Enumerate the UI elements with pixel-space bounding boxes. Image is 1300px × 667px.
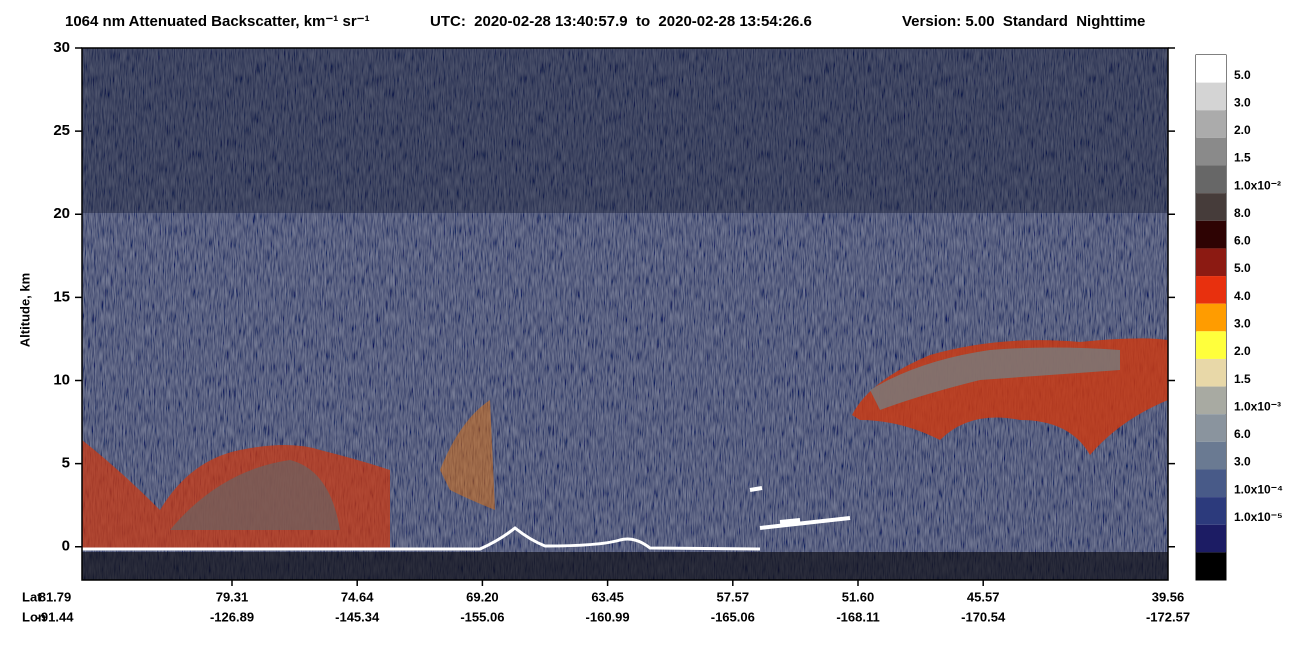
- x-tick-label: 39.56: [1152, 589, 1185, 604]
- colorbar-label: 2.0: [1234, 344, 1251, 358]
- colorbar-swatch: [1196, 497, 1226, 525]
- x-tick-label: 74.64: [341, 589, 374, 604]
- x-tick-label: -155.06: [460, 609, 504, 624]
- colorbar-swatch: [1196, 55, 1226, 83]
- x-tick-label: -168.11: [836, 609, 879, 624]
- colorbar-label: 1.0x10⁻⁵: [1234, 510, 1283, 524]
- colorbar-label: 1.0x10⁻²: [1234, 178, 1281, 192]
- version: Version: 5.00 Standard Nighttime: [902, 13, 1145, 30]
- x-row-name: Lon: [22, 609, 46, 624]
- y-tick-label: 25: [53, 122, 70, 139]
- colorbar-label: 3.0: [1234, 316, 1251, 330]
- x-tick-label: -172.57: [1146, 609, 1190, 624]
- colorbar-swatch: [1196, 137, 1226, 166]
- colorbar-swatch: [1196, 331, 1226, 359]
- colorbar-label: 1.5: [1234, 372, 1251, 386]
- colorbar-swatch: [1196, 552, 1226, 580]
- time-range: UTC: 2020-02-28 13:40:57.9 to 2020-02-28…: [430, 13, 812, 30]
- colorbar-label: 3.0: [1234, 455, 1251, 469]
- colorbar-label: 1.5: [1234, 151, 1251, 165]
- colorbar-label: 3.0: [1234, 95, 1251, 109]
- plot-frame: [81, 47, 1169, 581]
- surface-line: [82, 526, 761, 551]
- colorbar-swatch: [1196, 441, 1226, 470]
- x-tick-label: 57.57: [717, 589, 750, 604]
- colorbar-swatch: [1196, 220, 1226, 249]
- x-tick-label: 81.79: [39, 589, 72, 604]
- colorbar-label: 1.0x10⁻³: [1234, 399, 1281, 413]
- x-tick-label: 45.57: [967, 589, 1000, 604]
- y-axis-label: Altitude, km: [17, 273, 32, 347]
- y-tick-label: 20: [53, 205, 70, 222]
- colorbar-swatch: [1196, 110, 1226, 138]
- cloud-right-core: [870, 347, 1120, 410]
- subsurface: [82, 552, 1168, 580]
- cloud-left-core: [170, 460, 340, 530]
- colorbar-swatch: [1196, 82, 1226, 111]
- low-cloud: [749, 486, 851, 530]
- x-tick-label: -126.89: [210, 609, 254, 624]
- y-tick-label: 5: [62, 455, 70, 472]
- x-tick-label: 51.60: [842, 589, 875, 604]
- x-tick-label: 79.31: [216, 589, 249, 604]
- y-tick-label: 15: [53, 288, 70, 305]
- colorbar-swatch: [1196, 524, 1226, 553]
- x-tick-label: -91.44: [37, 609, 75, 624]
- y-tick-label: 0: [62, 538, 70, 555]
- colorbar-label: 2.0: [1234, 123, 1251, 137]
- colorbar-label: 5.0: [1234, 261, 1251, 275]
- colorbar-swatch: [1196, 386, 1226, 415]
- colorbar-swatch: [1196, 358, 1226, 387]
- x-tick-label: 69.20: [466, 589, 499, 604]
- colorbar-label: 4.0: [1234, 289, 1251, 303]
- chart-title: 1064 nm Attenuated Backscatter, km⁻¹ sr⁻…: [65, 13, 370, 30]
- colorbar-label: 6.0: [1234, 234, 1251, 248]
- x-row-name: Lat: [22, 589, 42, 604]
- colorbar-label: 6.0: [1234, 427, 1251, 441]
- colorbar-swatch: [1196, 469, 1226, 498]
- x-tick-label: -160.99: [586, 609, 630, 624]
- colorbar-swatch: [1196, 165, 1226, 194]
- colorbar-label: 5.0: [1234, 68, 1251, 82]
- colorbar-swatch: [1196, 303, 1226, 332]
- colorbar-label: 1.0x10⁻⁴: [1234, 482, 1283, 496]
- colorbar-label: 8.0: [1234, 206, 1251, 220]
- colorbar-swatch: [1196, 414, 1226, 442]
- upper-region-shade: [82, 48, 1168, 213]
- colorbar-swatch: [1196, 276, 1226, 304]
- y-tick-label: 10: [53, 371, 70, 388]
- x-tick-label: -170.54: [961, 609, 1006, 624]
- x-tick-label: 63.45: [591, 589, 624, 604]
- x-tick-label: -145.34: [335, 609, 380, 624]
- colorbar-swatch: [1196, 193, 1226, 221]
- cloud-mid: [440, 400, 495, 510]
- y-tick-label: 30: [53, 39, 70, 56]
- colorbar-swatch: [1196, 248, 1226, 277]
- x-tick-label: -165.06: [711, 609, 755, 624]
